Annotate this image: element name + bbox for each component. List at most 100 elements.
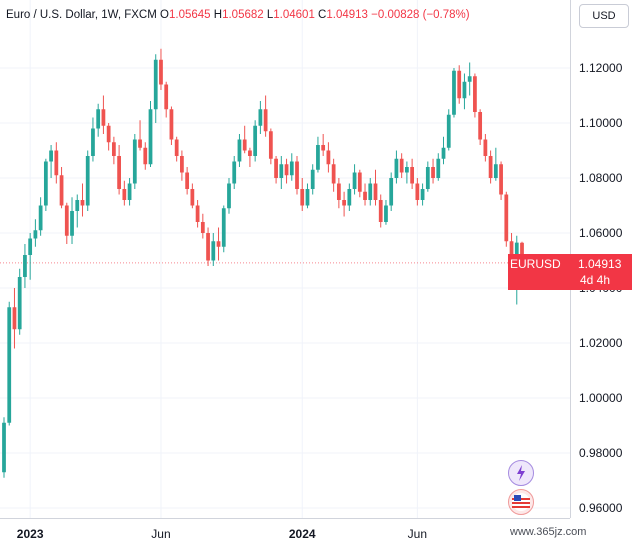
time-axis[interactable]: 2023 Jun 2024 Jun <box>0 518 570 549</box>
last-price-badge: EURUSD 1.04913 4d 4h <box>508 254 632 290</box>
candle-body <box>300 189 305 206</box>
candle-body <box>190 189 195 206</box>
price-tick-label: 0.98000 <box>579 446 623 460</box>
candle-body <box>70 211 74 236</box>
candle-body <box>80 200 85 206</box>
candle-body <box>101 109 106 126</box>
candle-body <box>64 205 69 236</box>
candle-body <box>143 147 148 165</box>
candle-body <box>7 307 12 423</box>
candle-body <box>138 139 142 148</box>
candle-body <box>310 169 315 189</box>
price-tick-label: 1.12000 <box>579 61 623 75</box>
candle-body <box>295 161 299 189</box>
candle-body <box>185 172 190 189</box>
time-tick-label: Jun <box>407 527 428 541</box>
price-tick-label: 1.06000 <box>579 226 623 240</box>
time-tick-label: 2023 <box>16 527 44 541</box>
price-tick-label: 1.00000 <box>579 391 623 405</box>
candle-body <box>316 145 320 170</box>
candle-body <box>91 128 95 156</box>
legend-change: −0.00828 (−0.78%) <box>371 9 470 21</box>
candle-body <box>483 139 488 156</box>
candle-body <box>49 150 53 162</box>
candle-body <box>23 255 27 277</box>
candle-body <box>499 164 503 195</box>
chart-area[interactable]: Euro / U.S. Dollar, 1W, FXCM O1.05645 H1… <box>0 0 570 518</box>
candle-body <box>425 167 430 189</box>
candle-body <box>33 230 38 239</box>
legend-open-label: O <box>160 9 169 21</box>
candle-body <box>253 125 258 156</box>
candle-body <box>237 139 242 162</box>
candle-body <box>164 84 169 110</box>
candle-body <box>504 194 509 242</box>
candle-body <box>17 277 22 330</box>
candle-body <box>342 200 346 206</box>
candle-body <box>488 156 493 178</box>
legend-close-value: 1.04913 <box>326 9 368 21</box>
candle-body <box>284 164 289 176</box>
candle-body <box>452 70 456 115</box>
candle-body <box>111 142 116 156</box>
price-tick-label: 1.08000 <box>579 171 623 185</box>
symbol-legend: Euro / U.S. Dollar, 1W, FXCM O1.05645 H1… <box>6 9 470 21</box>
price-tick-label: 1.02000 <box>579 336 623 350</box>
candle-body <box>43 161 48 206</box>
candle-body <box>336 183 341 200</box>
candle-body <box>394 158 399 178</box>
candle-body <box>378 200 383 222</box>
candle-body <box>216 241 221 247</box>
candle-body <box>28 238 33 255</box>
candle-body <box>274 158 278 178</box>
candle-body <box>331 164 336 184</box>
candle-body <box>248 150 252 156</box>
candle-body <box>405 167 409 173</box>
last-price-symbol: EURUSD <box>510 257 561 271</box>
candle-body <box>420 189 425 200</box>
us-flag-icon[interactable] <box>508 489 534 515</box>
candle-body <box>373 183 378 200</box>
candle-body <box>153 59 158 110</box>
candle-body <box>457 70 462 99</box>
candle-body <box>368 183 373 200</box>
currency-button[interactable]: USD <box>579 4 629 28</box>
candle-body <box>2 422 6 473</box>
candle-body <box>441 147 446 159</box>
candle-body <box>384 205 388 222</box>
legend-close-label: C <box>318 9 327 21</box>
candle-body <box>117 156 121 189</box>
candle-body <box>478 112 483 140</box>
candle-body <box>85 156 90 206</box>
candle-body <box>169 109 174 140</box>
price-tick-label: 0.96000 <box>579 501 623 515</box>
lightning-icon[interactable] <box>508 460 534 486</box>
legend-low-label: L <box>266 9 274 21</box>
legend-title: Euro / U.S. Dollar, 1W, FXCM <box>6 9 157 21</box>
watermark: www.365jz.com <box>510 526 587 538</box>
price-tick-label: 1.10000 <box>579 116 623 130</box>
candle-body <box>159 59 163 85</box>
candle-body <box>206 233 210 261</box>
candle-body <box>263 109 268 132</box>
candlestick-chart[interactable] <box>0 0 570 518</box>
candle-body <box>436 158 441 178</box>
candle-body <box>132 139 137 184</box>
candle-body <box>279 164 284 178</box>
candle-body <box>106 125 111 143</box>
candle-body <box>258 109 263 126</box>
candle-body <box>467 76 472 82</box>
candle-body <box>221 208 226 247</box>
candle-body <box>148 109 153 165</box>
candle-body <box>399 158 404 173</box>
candle-body <box>59 175 64 206</box>
last-price-value: 1.04913 <box>578 257 622 271</box>
legend-high-value: 1.05682 <box>222 9 264 21</box>
candle-body <box>195 205 200 222</box>
legend-high-label: H <box>213 9 223 21</box>
candle-body <box>180 156 184 173</box>
candle-body <box>357 172 362 192</box>
candle-body <box>75 200 80 211</box>
candle-body <box>389 178 394 206</box>
legend-open-value: 1.05645 <box>168 9 211 21</box>
